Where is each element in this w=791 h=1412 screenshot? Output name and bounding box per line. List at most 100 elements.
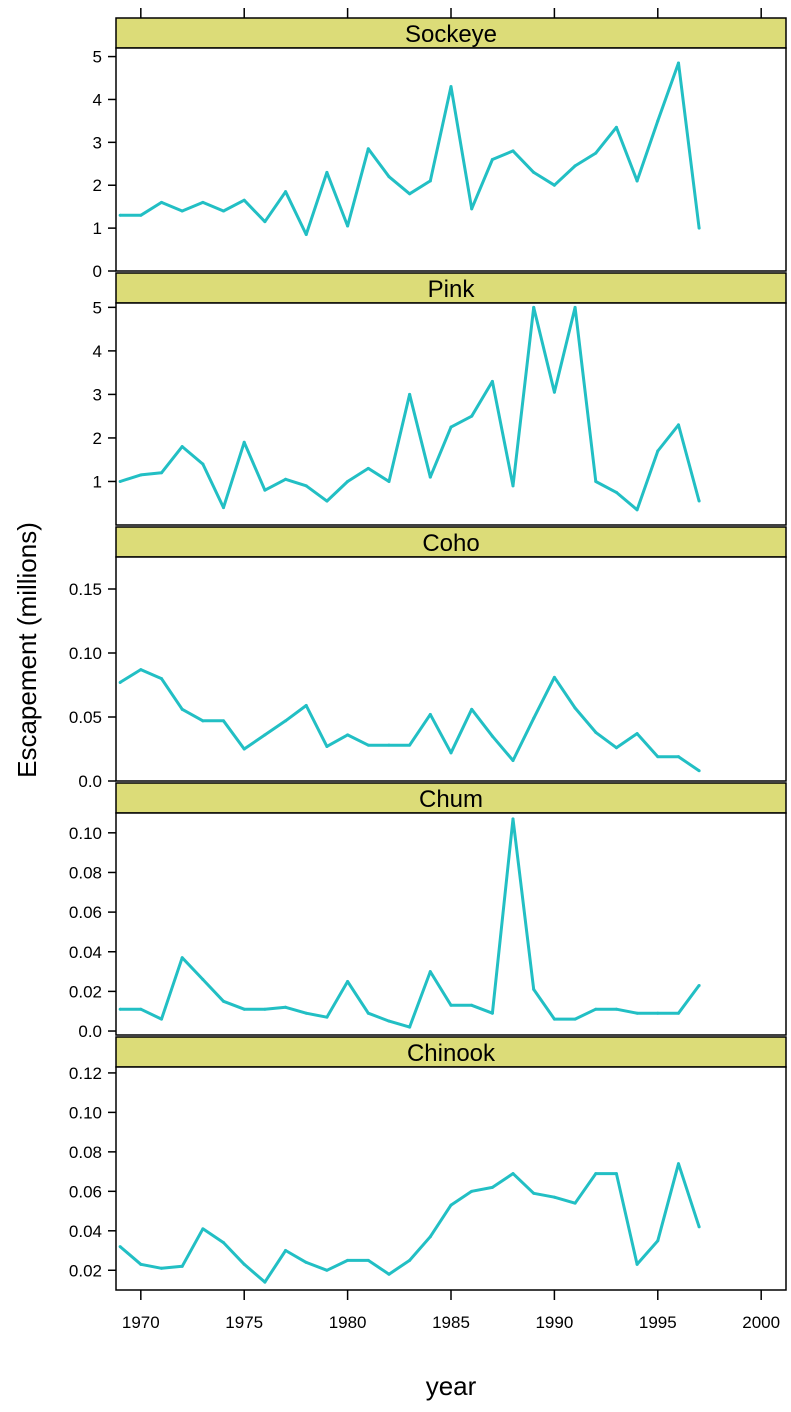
data-point-chinook-21 [553, 1196, 556, 1199]
data-point-sockeye-8 [284, 190, 287, 193]
data-point-pink-3 [181, 445, 184, 448]
y-tick-label-coho-0: 0.0 [78, 772, 102, 791]
data-point-pink-4 [201, 463, 204, 466]
data-point-coho-12 [367, 744, 370, 747]
data-point-pink-12 [367, 467, 370, 470]
data-point-chum-7 [263, 1008, 266, 1011]
data-point-coho-11 [346, 733, 349, 736]
data-point-chum-3 [181, 956, 184, 959]
data-point-pink-23 [594, 480, 597, 483]
data-point-chum-15 [429, 970, 432, 973]
strip-label-chinook: Chinook [407, 1040, 496, 1067]
y-tick-label-sockeye-0: 0 [93, 262, 102, 281]
data-point-sockeye-20 [532, 171, 535, 174]
data-point-chum-23 [594, 1008, 597, 1011]
strip-label-coho: Coho [422, 530, 479, 557]
data-point-pink-19 [512, 484, 515, 487]
data-point-coho-0 [119, 681, 122, 684]
data-point-coho-24 [615, 746, 618, 749]
x-tick-label-4: 1990 [535, 1313, 573, 1332]
data-point-chinook-26 [656, 1239, 659, 1242]
data-point-sockeye-11 [346, 224, 349, 227]
data-point-chum-5 [222, 1000, 225, 1003]
x-tick-label-1: 1975 [225, 1313, 263, 1332]
data-point-coho-21 [553, 676, 556, 679]
data-point-pink-5 [222, 506, 225, 509]
data-point-coho-2 [160, 677, 163, 680]
data-point-sockeye-14 [408, 192, 411, 195]
data-point-coho-8 [284, 719, 287, 722]
data-point-chinook-17 [470, 1190, 473, 1193]
data-point-sockeye-6 [243, 199, 246, 202]
y-tick-label-chinook-1: 0.04 [69, 1222, 102, 1241]
y-tick-label-chum-2: 0.04 [69, 943, 102, 962]
data-point-coho-17 [470, 708, 473, 711]
data-point-sockeye-5 [222, 209, 225, 212]
data-point-chum-8 [284, 1006, 287, 1009]
data-point-coho-14 [408, 744, 411, 747]
data-point-pink-14 [408, 393, 411, 396]
strip-label-sockeye: Sockeye [405, 21, 497, 48]
x-tick-label-3: 1985 [432, 1313, 470, 1332]
data-point-chinook-2 [160, 1267, 163, 1270]
data-point-chum-27 [677, 1012, 680, 1015]
data-point-pink-0 [119, 480, 122, 483]
data-point-chum-14 [408, 1026, 411, 1029]
data-point-sockeye-1 [139, 214, 142, 217]
x-axis-title: year [426, 1371, 477, 1401]
data-point-coho-19 [512, 759, 515, 762]
data-point-pink-7 [263, 489, 266, 492]
data-point-coho-9 [305, 704, 308, 707]
data-point-pink-20 [532, 306, 535, 309]
data-point-coho-22 [574, 707, 577, 710]
data-point-pink-6 [243, 441, 246, 444]
x-tick-label-5: 1995 [639, 1313, 677, 1332]
data-point-pink-10 [325, 500, 328, 503]
data-point-coho-26 [656, 755, 659, 758]
data-point-coho-23 [594, 731, 597, 734]
data-point-coho-3 [181, 708, 184, 711]
data-point-sockeye-3 [181, 209, 184, 212]
data-point-chinook-12 [367, 1259, 370, 1262]
data-point-sockeye-15 [429, 179, 432, 182]
data-point-coho-1 [139, 668, 142, 671]
data-point-sockeye-27 [677, 62, 680, 65]
data-point-pink-25 [636, 508, 639, 511]
data-point-chum-24 [615, 1008, 618, 1011]
y-tick-label-sockeye-3: 3 [93, 133, 102, 152]
data-point-pink-18 [491, 380, 494, 383]
data-point-pink-28 [698, 500, 701, 503]
data-point-chinook-3 [181, 1265, 184, 1268]
data-point-sockeye-18 [491, 158, 494, 161]
data-point-chinook-4 [201, 1227, 204, 1230]
y-tick-label-chinook-2: 0.06 [69, 1182, 102, 1201]
data-point-chinook-14 [408, 1259, 411, 1262]
data-point-sockeye-23 [594, 152, 597, 155]
data-point-coho-13 [387, 744, 390, 747]
data-point-pink-27 [677, 423, 680, 426]
data-point-pink-9 [305, 484, 308, 487]
data-point-chinook-1 [139, 1263, 142, 1266]
data-point-sockeye-28 [698, 227, 701, 230]
data-point-chum-28 [698, 984, 701, 987]
y-tick-label-chum-5: 0.10 [69, 824, 102, 843]
y-tick-label-chum-1: 0.02 [69, 982, 102, 1001]
data-point-chum-18 [491, 1012, 494, 1015]
data-point-coho-28 [698, 769, 701, 772]
data-point-pink-16 [450, 426, 453, 429]
y-tick-label-pink-0: 1 [93, 472, 102, 491]
data-point-pink-11 [346, 480, 349, 483]
data-point-pink-2 [160, 471, 163, 474]
data-point-chinook-10 [325, 1269, 328, 1272]
y-tick-label-chinook-3: 0.08 [69, 1143, 102, 1162]
data-point-coho-5 [222, 719, 225, 722]
data-point-pink-8 [284, 478, 287, 481]
data-point-chum-26 [656, 1012, 659, 1015]
data-point-chinook-20 [532, 1192, 535, 1195]
data-point-pink-13 [387, 480, 390, 483]
data-point-chum-13 [387, 1020, 390, 1023]
data-point-chinook-5 [222, 1241, 225, 1244]
data-point-chum-12 [367, 1012, 370, 1015]
strip-label-pink: Pink [428, 276, 476, 303]
